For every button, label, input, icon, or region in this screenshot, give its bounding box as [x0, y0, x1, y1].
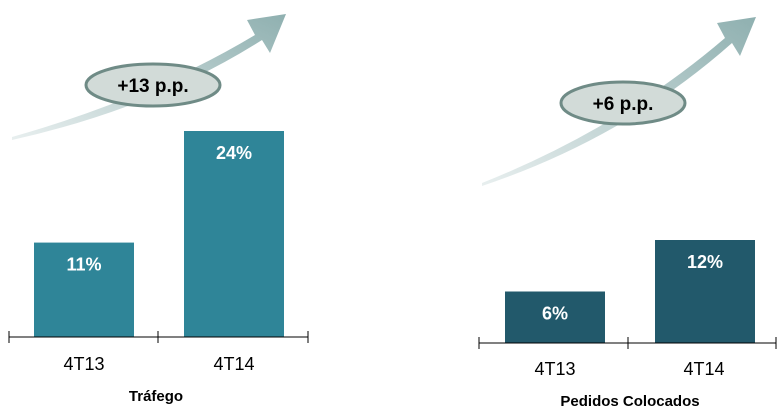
trafego-bars: 11% 24%: [34, 131, 284, 337]
growth-arrow-icon: [12, 14, 286, 140]
growth-arrow-icon: [482, 17, 756, 186]
trafego-bar-value-label: 24%: [216, 143, 252, 163]
trafego-delta-badge: +13 p.p.: [84, 62, 222, 108]
badge-ellipse: [84, 62, 222, 108]
badge-ellipse: [559, 80, 687, 126]
trafego-tick-label-4t13: 4T13: [63, 354, 104, 374]
pedidos-tick-label-4t14: 4T14: [683, 359, 724, 379]
pedidos-delta-label: +6 p.p.: [593, 94, 654, 115]
pedidos-delta-badge: +6 p.p.: [559, 80, 687, 126]
trafego-bar-4t14: [184, 131, 284, 337]
pedidos-bar-value-label: 12%: [687, 252, 723, 272]
pedidos-bar-value-label: 6%: [542, 304, 568, 324]
pedidos-tick-label-4t13: 4T13: [534, 359, 575, 379]
trafego-chart: +13 p.p. 11% 24% 4T13 4T14 Tráfego: [8, 14, 309, 405]
pedidos-chart-title: Pedidos Colocados: [560, 393, 699, 410]
pedidos-bars: 6% 12%: [505, 240, 755, 343]
trafego-delta-label: +13 p.p.: [117, 76, 188, 97]
pedidos-bar-4t13: [505, 291, 605, 343]
trafego-tick-label-4t14: 4T14: [213, 354, 254, 374]
trafego-chart-title: Tráfego: [129, 388, 183, 405]
pedidos-bar-4t14: [655, 240, 755, 343]
trafego-bar-value-label: 11%: [66, 255, 101, 275]
trafego-bar-4t13: [34, 242, 134, 337]
pedidos-colocados-chart: +6 p.p. 6% 12% 4T13 4T14 Pedidos Colocado…: [478, 17, 777, 410]
